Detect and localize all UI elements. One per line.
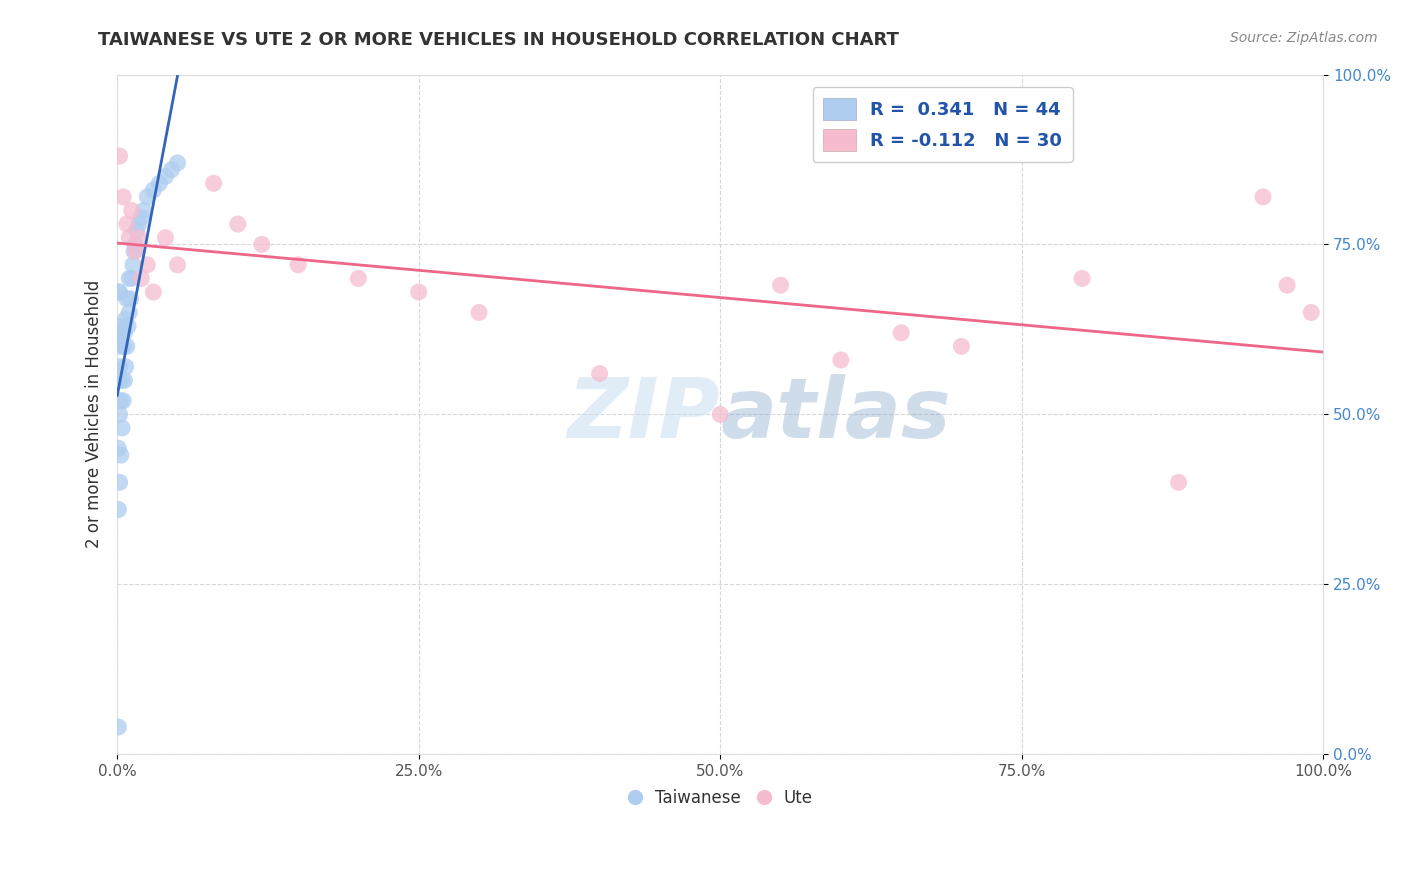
Point <box>250 237 273 252</box>
Point <box>107 442 129 456</box>
Point <box>1071 271 1094 285</box>
Point <box>115 217 138 231</box>
Point <box>110 339 132 353</box>
Point <box>131 271 153 285</box>
Point <box>111 373 134 387</box>
Text: TAIWANESE VS UTE 2 OR MORE VEHICLES IN HOUSEHOLD CORRELATION CHART: TAIWANESE VS UTE 2 OR MORE VEHICLES IN H… <box>98 31 900 49</box>
Point <box>114 312 136 326</box>
Point <box>110 448 132 462</box>
Point <box>112 190 135 204</box>
Text: atlas: atlas <box>720 374 950 455</box>
Text: ZIP: ZIP <box>568 374 720 455</box>
Point <box>769 278 792 293</box>
Point <box>142 285 165 299</box>
Point <box>1251 190 1274 204</box>
Point <box>121 271 143 285</box>
Point <box>226 217 249 231</box>
Point <box>468 305 491 319</box>
Point <box>108 149 131 163</box>
Point <box>136 258 159 272</box>
Point <box>107 720 129 734</box>
Point <box>112 393 135 408</box>
Point <box>118 230 141 244</box>
Point <box>107 502 129 516</box>
Point <box>160 162 183 177</box>
Point <box>124 244 146 259</box>
Point <box>890 326 912 340</box>
Point <box>108 285 131 299</box>
Point <box>108 359 131 374</box>
Y-axis label: 2 or more Vehicles in Household: 2 or more Vehicles in Household <box>86 280 103 549</box>
Point <box>112 326 135 340</box>
Point <box>115 292 138 306</box>
Point <box>121 203 143 218</box>
Point <box>118 271 141 285</box>
Point <box>111 326 134 340</box>
Point <box>112 373 135 387</box>
Point <box>142 183 165 197</box>
Point <box>120 292 142 306</box>
Point <box>111 421 134 435</box>
Point <box>128 217 150 231</box>
Point <box>408 285 430 299</box>
Point <box>1301 305 1323 319</box>
Point <box>709 408 731 422</box>
Point <box>107 373 129 387</box>
Point <box>347 271 370 285</box>
Point <box>1275 278 1298 293</box>
Point <box>122 244 145 259</box>
Point <box>132 203 155 218</box>
Point <box>830 353 852 368</box>
Point <box>166 258 188 272</box>
Point <box>588 367 610 381</box>
Point <box>1167 475 1189 490</box>
Point <box>112 339 135 353</box>
Point <box>950 339 973 353</box>
Point <box>107 285 129 299</box>
Point <box>287 258 309 272</box>
Point <box>122 258 145 272</box>
Legend: Taiwanese, Ute: Taiwanese, Ute <box>621 782 820 814</box>
Point <box>108 408 131 422</box>
Point <box>155 230 177 244</box>
Point <box>148 176 170 190</box>
Point <box>114 359 136 374</box>
Point <box>118 305 141 319</box>
Point <box>166 156 188 170</box>
Point <box>202 176 225 190</box>
Point <box>108 318 131 333</box>
Point <box>155 169 177 184</box>
Point <box>125 224 148 238</box>
Point <box>117 318 139 333</box>
Point <box>136 190 159 204</box>
Point <box>110 393 132 408</box>
Point <box>124 237 146 252</box>
Point <box>107 326 129 340</box>
Point <box>115 339 138 353</box>
Point <box>108 475 131 490</box>
Point <box>131 211 153 225</box>
Point <box>128 230 150 244</box>
Text: Source: ZipAtlas.com: Source: ZipAtlas.com <box>1230 31 1378 45</box>
